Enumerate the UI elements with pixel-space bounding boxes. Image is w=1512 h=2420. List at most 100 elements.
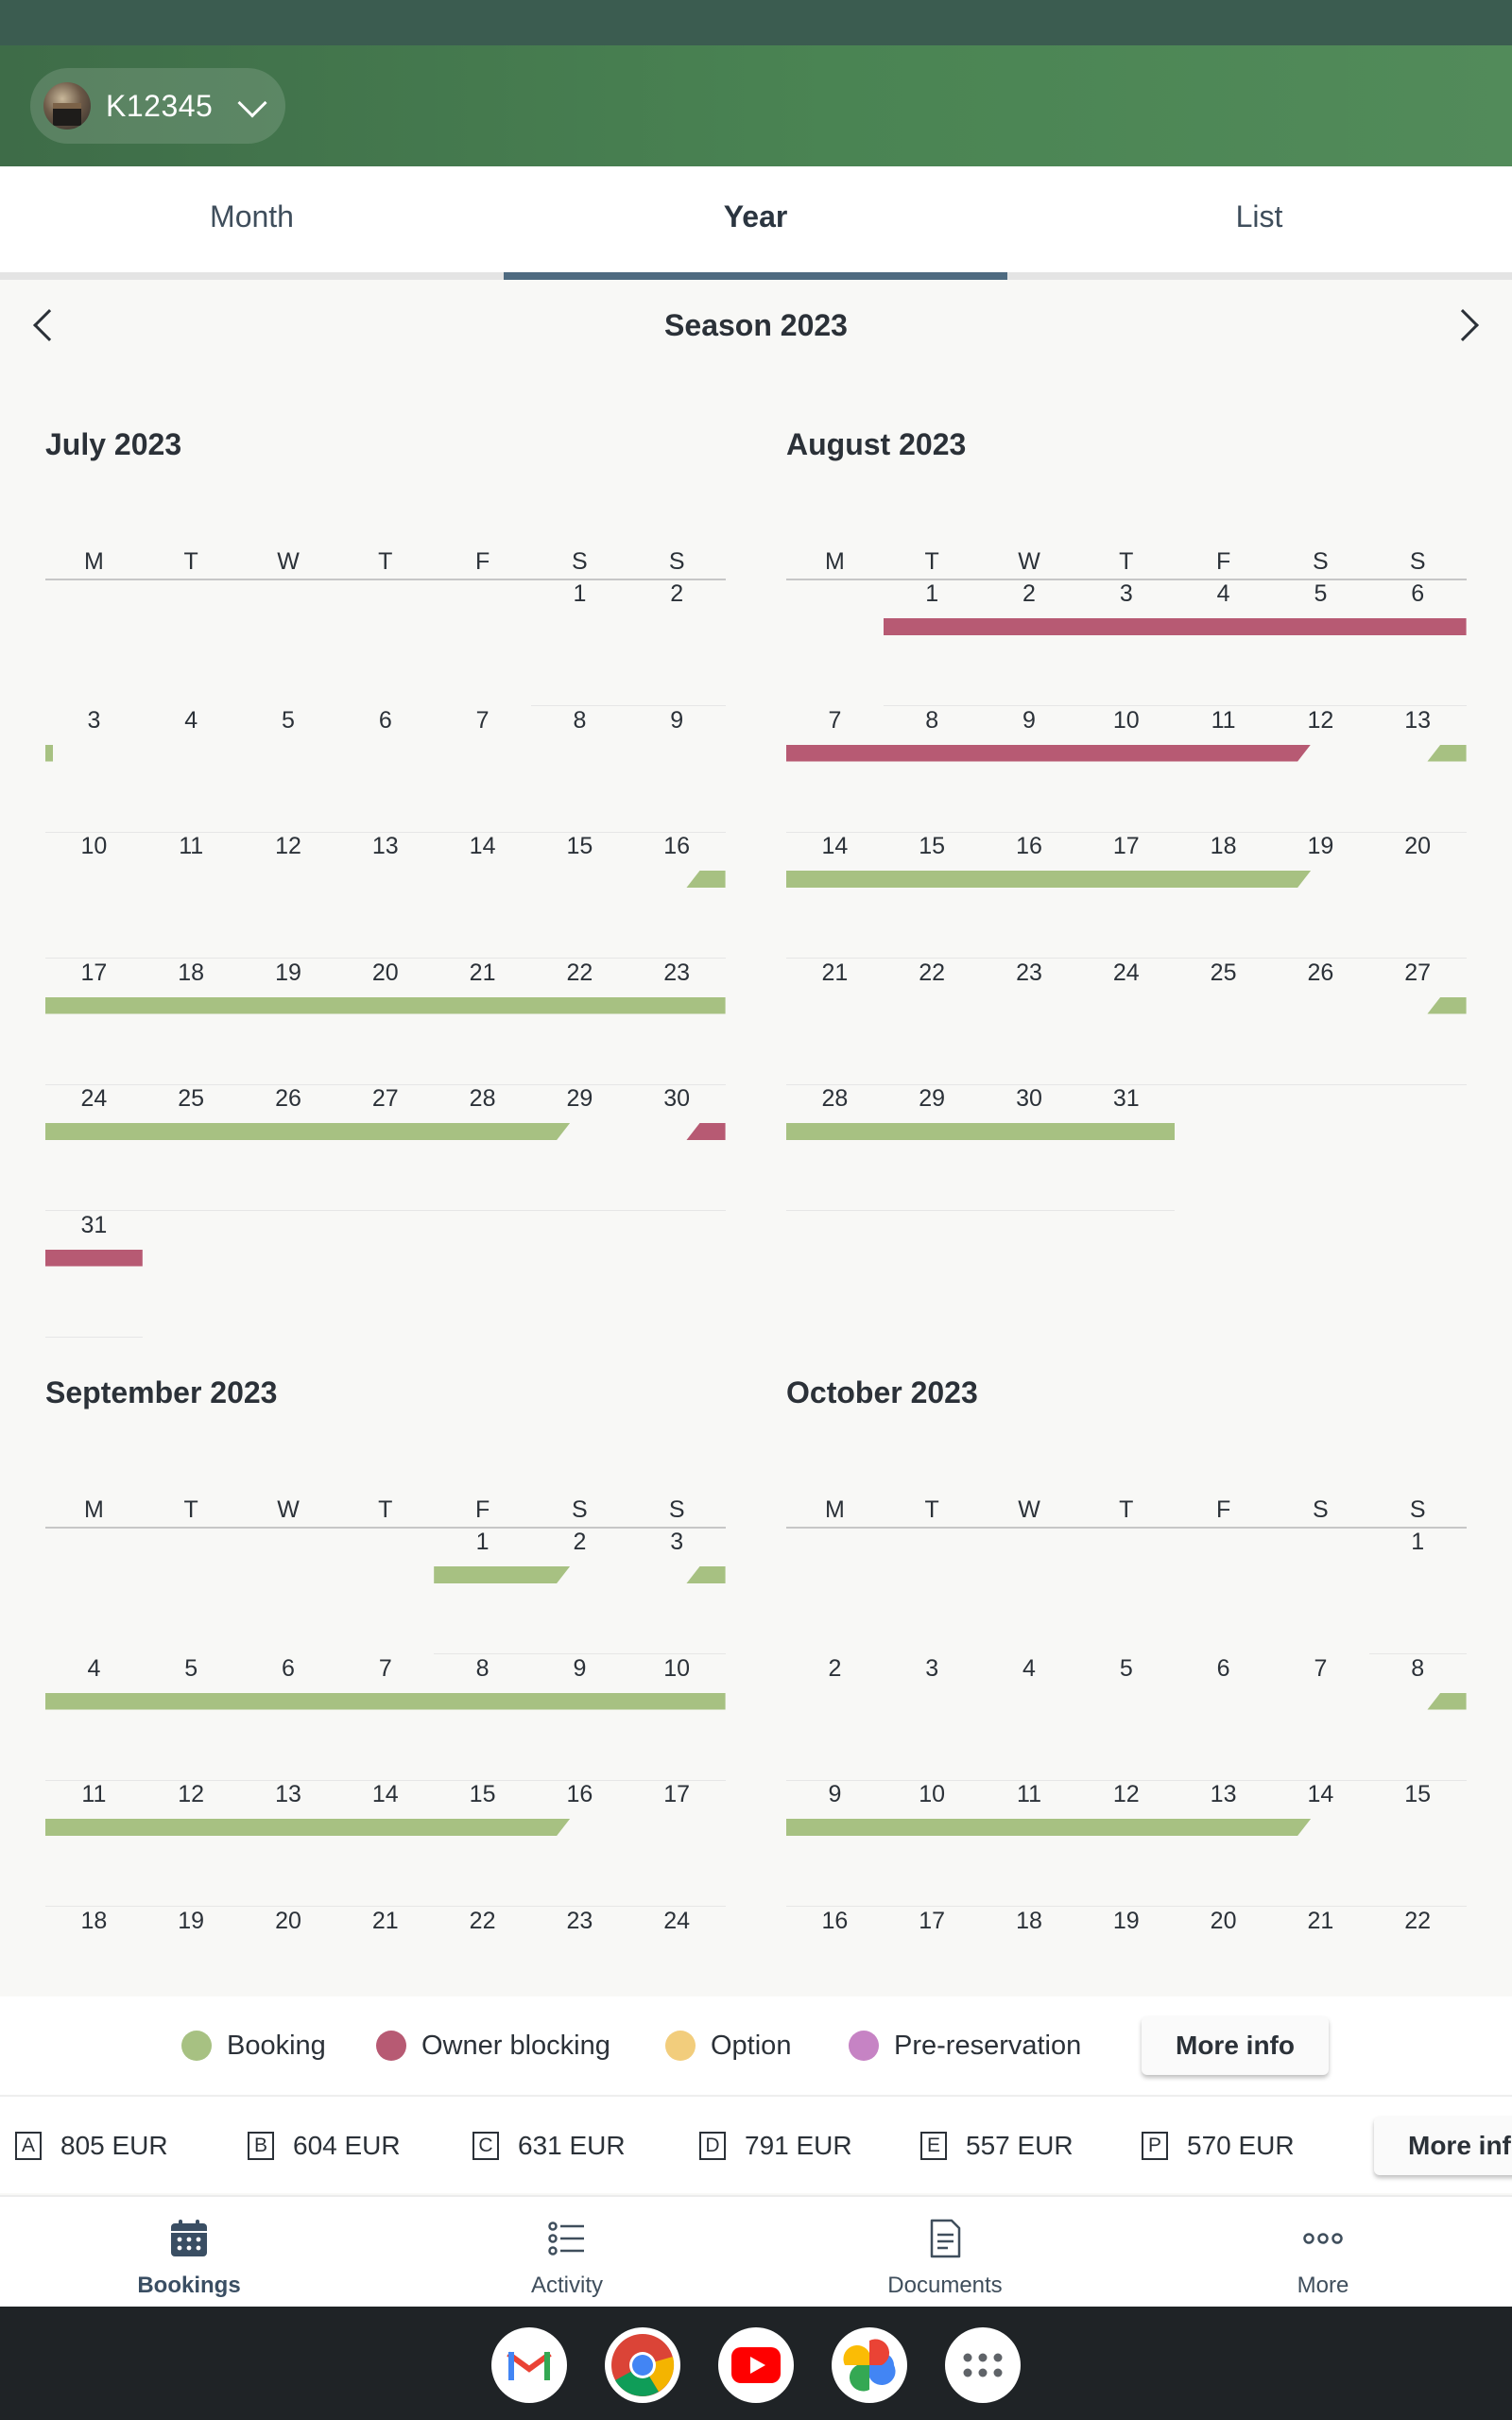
day-cell[interactable]: 17 [663, 1781, 691, 1807]
nav-activity[interactable]: Activity [378, 2197, 756, 2308]
day-cell[interactable]: 21 [371, 1907, 399, 1934]
tab-list[interactable]: List [1235, 199, 1283, 233]
day-cell[interactable]: 12 [1112, 1781, 1140, 1807]
day-cell[interactable]: 17 [80, 959, 108, 986]
booking-bar[interactable] [1427, 996, 1467, 1014]
day-cell[interactable]: 6 [282, 1654, 295, 1682]
day-cell[interactable]: 13 [275, 1781, 301, 1807]
property-selector[interactable]: K12345 [30, 68, 285, 144]
day-cell[interactable]: 14 [821, 833, 849, 859]
day-cell[interactable]: 9 [828, 1781, 842, 1807]
nav-documents[interactable]: Documents [756, 2197, 1134, 2308]
day-cell[interactable]: 1 [925, 580, 939, 607]
tab-year[interactable]: Year [723, 199, 788, 233]
day-cell[interactable]: 10 [1112, 706, 1140, 734]
owner-blocking-bar[interactable] [883, 618, 1467, 635]
day-cell[interactable]: 4 [1022, 1654, 1036, 1682]
day-cell[interactable]: 21 [1307, 1907, 1334, 1934]
day-cell[interactable]: 3 [925, 1654, 939, 1682]
day-cell[interactable]: 20 [371, 959, 399, 986]
booking-bar[interactable] [45, 1819, 570, 1836]
day-cell[interactable]: 14 [1307, 1781, 1334, 1807]
day-cell[interactable]: 6 [1216, 1654, 1230, 1682]
day-cell[interactable]: 5 [282, 706, 295, 734]
day-cell[interactable]: 15 [469, 1781, 496, 1807]
booking-bar[interactable] [786, 1123, 1176, 1140]
day-cell[interactable]: 13 [371, 833, 399, 859]
day-cell[interactable]: 16 [821, 1907, 849, 1934]
booking-bar[interactable] [686, 871, 726, 888]
day-cell[interactable]: 12 [275, 833, 301, 859]
day-cell[interactable]: 19 [178, 1907, 205, 1934]
day-cell[interactable]: 7 [475, 706, 490, 734]
youtube-icon[interactable] [718, 2327, 794, 2403]
day-cell[interactable]: 18 [178, 959, 205, 986]
day-cell[interactable]: 17 [919, 1907, 946, 1934]
booking-bar[interactable] [45, 996, 726, 1014]
booking-bar[interactable] [1427, 1692, 1467, 1710]
day-cell[interactable]: 16 [663, 833, 691, 859]
day-cell[interactable]: 11 [81, 1781, 107, 1807]
nav-more[interactable]: More [1134, 2197, 1512, 2308]
day-cell[interactable]: 13 [1404, 706, 1432, 734]
day-cell[interactable]: 14 [469, 833, 496, 859]
day-cell[interactable]: 5 [184, 1654, 198, 1682]
legend-more-info-button[interactable]: More info [1142, 2016, 1329, 2075]
booking-bar[interactable] [45, 744, 53, 762]
day-cell[interactable]: 18 [80, 1907, 108, 1934]
day-cell[interactable]: 28 [821, 1085, 849, 1112]
day-cell[interactable]: 2 [573, 1529, 587, 1555]
day-cell[interactable]: 22 [469, 1907, 496, 1934]
day-cell[interactable]: 4 [87, 1654, 101, 1682]
gmail-icon[interactable] [491, 2327, 567, 2403]
day-cell[interactable]: 9 [670, 706, 684, 734]
nav-bookings[interactable]: Bookings [0, 2197, 378, 2308]
day-cell[interactable]: 27 [1404, 959, 1432, 986]
day-cell[interactable]: 8 [925, 706, 939, 734]
booking-bar[interactable] [45, 1123, 570, 1140]
day-cell[interactable]: 6 [378, 706, 392, 734]
day-cell[interactable]: 16 [566, 1781, 593, 1807]
owner-blocking-bar[interactable] [686, 1123, 726, 1140]
day-cell[interactable]: 12 [178, 1781, 205, 1807]
day-cell[interactable]: 4 [184, 706, 198, 734]
day-cell[interactable]: 19 [275, 959, 301, 986]
booking-bar[interactable] [686, 1566, 726, 1583]
day-cell[interactable]: 18 [1210, 833, 1237, 859]
day-cell[interactable]: 15 [1404, 1781, 1432, 1807]
day-cell[interactable]: 1 [1411, 1529, 1425, 1555]
day-cell[interactable]: 11 [1017, 1781, 1041, 1807]
booking-bar[interactable] [786, 1819, 1311, 1836]
chrome-icon[interactable] [605, 2327, 680, 2403]
day-cell[interactable]: 2 [828, 1654, 842, 1682]
day-cell[interactable]: 28 [469, 1085, 496, 1112]
day-cell[interactable]: 1 [573, 580, 587, 607]
day-cell[interactable]: 16 [1016, 833, 1042, 859]
day-cell[interactable]: 3 [670, 1529, 684, 1555]
day-cell[interactable]: 27 [371, 1085, 399, 1112]
day-cell[interactable]: 23 [663, 959, 691, 986]
day-cell[interactable]: 11 [179, 833, 204, 859]
day-cell[interactable]: 24 [1112, 959, 1140, 986]
day-cell[interactable]: 13 [1210, 1781, 1237, 1807]
day-cell[interactable]: 8 [475, 1654, 490, 1682]
day-cell[interactable]: 19 [1307, 833, 1334, 859]
day-cell[interactable]: 24 [80, 1085, 108, 1112]
day-cell[interactable]: 11 [1211, 706, 1236, 734]
day-cell[interactable]: 17 [1112, 833, 1140, 859]
day-cell[interactable]: 23 [1016, 959, 1042, 986]
day-cell[interactable]: 9 [1022, 706, 1036, 734]
day-cell[interactable]: 3 [1119, 580, 1133, 607]
day-cell[interactable]: 7 [1314, 1654, 1328, 1682]
day-cell[interactable]: 10 [919, 1781, 946, 1807]
day-cell[interactable]: 12 [1307, 706, 1334, 734]
day-cell[interactable]: 20 [1404, 833, 1432, 859]
day-cell[interactable]: 3 [87, 706, 101, 734]
booking-bar[interactable] [1427, 744, 1467, 762]
day-cell[interactable]: 21 [821, 959, 849, 986]
owner-blocking-bar[interactable] [786, 745, 1311, 762]
day-cell[interactable]: 9 [573, 1654, 587, 1682]
day-cell[interactable]: 19 [1112, 1907, 1140, 1934]
day-cell[interactable]: 31 [80, 1211, 108, 1238]
booking-bar[interactable] [45, 1692, 726, 1710]
